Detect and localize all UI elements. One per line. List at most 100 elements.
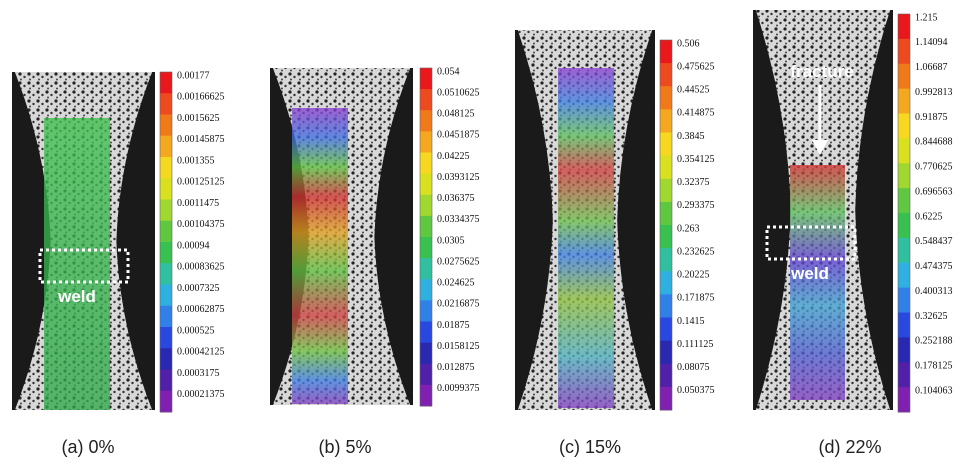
colorbar-step (420, 153, 432, 175)
colorbar-label: 0.548437 (915, 236, 953, 247)
colorbar-label: 0.354125 (677, 154, 715, 165)
colorbar-step (898, 337, 910, 362)
colorbar-label: 0.0510625 (437, 87, 480, 98)
colorbar-step (898, 114, 910, 139)
colorbar-label: 0.01875 (437, 320, 470, 331)
colorbar-label: 0.0158125 (437, 341, 480, 352)
colorbar-label: 0.000525 (177, 325, 215, 336)
colorbar-step (160, 306, 172, 328)
colorbar-label: 1.06687 (915, 62, 948, 73)
colorbar-step (660, 109, 672, 133)
colorbar-step (898, 362, 910, 387)
colorbar-label: 0.00062875 (177, 304, 225, 315)
colorbar-step (660, 364, 672, 388)
colorbar-step (898, 213, 910, 238)
colorbar-step (898, 64, 910, 89)
colorbar-label: 0.6225 (915, 211, 943, 222)
colorbar-step (898, 89, 910, 114)
colorbar-step (420, 343, 432, 365)
colorbar-label: 0.08075 (677, 362, 710, 373)
colorbar-step (420, 279, 432, 301)
colorbar-step (420, 258, 432, 280)
colorbar-label: 0.32625 (915, 311, 948, 322)
colorbar-label: 0.0393125 (437, 172, 480, 183)
colorbar-label: 0.0216875 (437, 299, 480, 310)
colorbar-step (420, 110, 432, 132)
colorbar-step (660, 225, 672, 249)
colorbar-step (160, 327, 172, 349)
caption: (d) 22% (818, 437, 881, 457)
caption: (b) 5% (318, 437, 371, 457)
colorbar-label: 0.024625 (437, 278, 475, 289)
colorbar-step (160, 348, 172, 370)
figure: 0.001770.001666250.00156250.001458750.00… (0, 0, 974, 469)
colorbar-step (898, 288, 910, 313)
colorbar-step (420, 195, 432, 217)
colorbar-label: 0.32375 (677, 177, 710, 188)
colorbar-step (420, 216, 432, 238)
colorbar-step (898, 387, 910, 412)
colorbar-label: 0.036375 (437, 193, 475, 204)
colorbar-step (420, 89, 432, 111)
colorbar-step (898, 14, 910, 39)
colorbar-label: 0.474375 (915, 261, 953, 272)
colorbar-label: 0.506 (677, 38, 700, 49)
colorbar-step (420, 322, 432, 344)
colorbar-label: 0.171875 (677, 293, 715, 304)
colorbar-step (420, 131, 432, 153)
colorbar-label: 0.00125125 (177, 177, 225, 188)
colorbar-step (160, 370, 172, 392)
colorbar-label: 0.3845 (677, 131, 705, 142)
colorbar-step (160, 72, 172, 94)
colorbar-step (420, 174, 432, 196)
colorbar-step (660, 271, 672, 295)
colorbar-step (160, 157, 172, 179)
colorbar-label: 0.696563 (915, 186, 953, 197)
colorbar-label: 0.293375 (677, 200, 715, 211)
colorbar-step (160, 221, 172, 243)
colorbar-step (160, 263, 172, 285)
colorbar-label: 0.111125 (677, 339, 713, 350)
colorbar-label: 0.00177 (177, 70, 210, 81)
colorbar-step (660, 179, 672, 203)
colorbar-label: 0.0007325 (177, 283, 220, 294)
colorbar-label: 0.00166625 (177, 92, 225, 103)
caption: (a) 0% (61, 437, 114, 457)
colorbar-label: 0.048125 (437, 109, 475, 120)
weld-label: weld (790, 264, 829, 283)
colorbar-label: 0.050375 (677, 385, 715, 396)
colorbar-label: 0.1415 (677, 316, 705, 327)
colorbar-label: 0.400313 (915, 286, 953, 297)
caption: (c) 15% (559, 437, 621, 457)
colorbar-step (420, 385, 432, 407)
colorbar-label: 0.00042125 (177, 347, 225, 358)
colorbar-step (160, 285, 172, 307)
colorbar-label: 0.770625 (915, 162, 953, 173)
colorbar-label: 0.44525 (677, 85, 710, 96)
colorbar-step (660, 133, 672, 157)
colorbar-step (660, 40, 672, 64)
colorbar-label: 0.263 (677, 223, 700, 234)
colorbar-label: 0.054 (437, 66, 460, 77)
colorbar-label: 0.0275625 (437, 256, 480, 267)
colorbar-step (660, 63, 672, 87)
colorbar-label: 0.104063 (915, 385, 953, 396)
colorbar-label: 0.04225 (437, 151, 470, 162)
weld-label: weld (57, 287, 96, 306)
colorbar-label: 0.0003175 (177, 368, 220, 379)
colorbar-label: 0.414875 (677, 108, 715, 119)
colorbar-label: 1.14094 (915, 37, 948, 48)
colorbar-label: 0.00083625 (177, 262, 225, 273)
colorbar-step (660, 318, 672, 342)
strain-overlay (558, 68, 614, 408)
colorbar-label: 0.0099375 (437, 383, 480, 394)
strain-overlay (292, 108, 348, 404)
colorbar-label: 0.0305 (437, 235, 465, 246)
colorbar-label: 0.0011475 (177, 198, 219, 209)
colorbar-step (898, 163, 910, 188)
colorbar-step (660, 202, 672, 226)
colorbar-step (160, 136, 172, 158)
colorbar-label: 0.0334375 (437, 214, 480, 225)
colorbar-label: 0.844688 (915, 137, 953, 148)
colorbar-step (660, 156, 672, 180)
